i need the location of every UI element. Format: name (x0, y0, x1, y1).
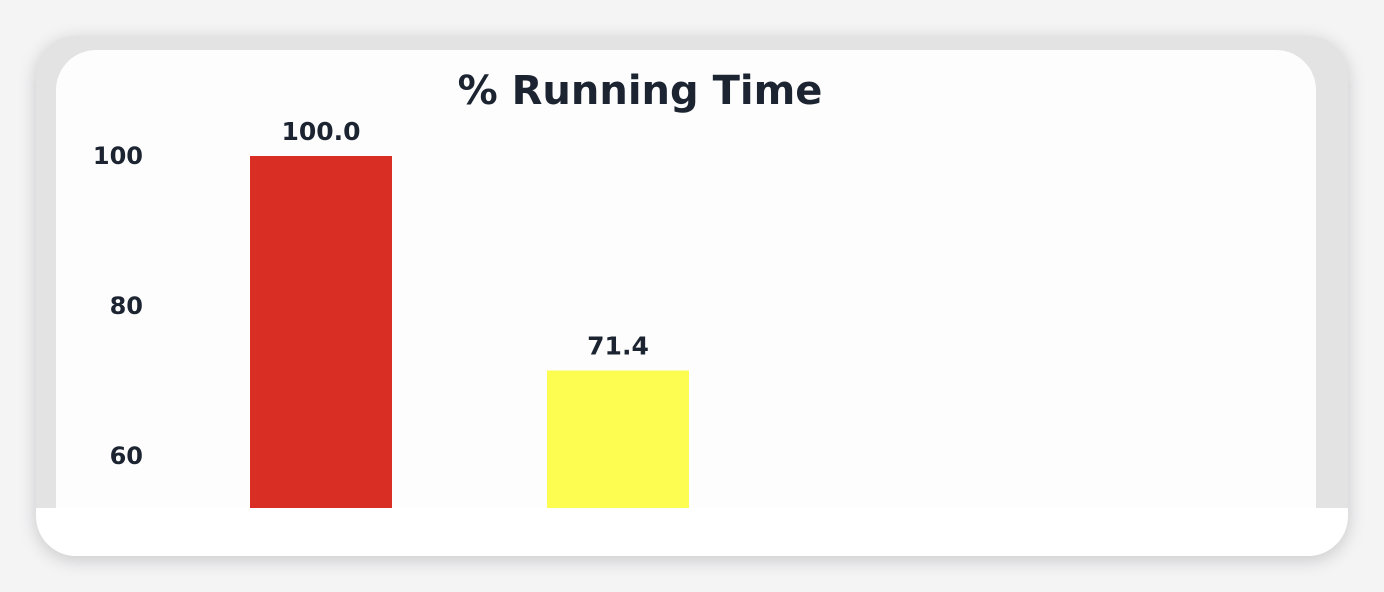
y-tick-label: 60 (110, 442, 143, 470)
bar-chart: % Running Time 100 80 60 100.0 71.4 (93, 68, 823, 508)
bar-value-label: 100.0 (281, 117, 360, 146)
data-labels: 100.0 71.4 (281, 117, 648, 361)
y-tick-label: 80 (110, 292, 143, 320)
y-axis-ticks: 100 80 60 (93, 142, 143, 470)
card-bottom-strip (36, 508, 1348, 556)
bars (250, 156, 689, 508)
y-tick-label: 100 (93, 142, 143, 170)
chart-title: % Running Time (458, 68, 823, 114)
bar (250, 156, 392, 508)
bar-value-label: 71.4 (587, 332, 649, 361)
bar (547, 370, 689, 508)
